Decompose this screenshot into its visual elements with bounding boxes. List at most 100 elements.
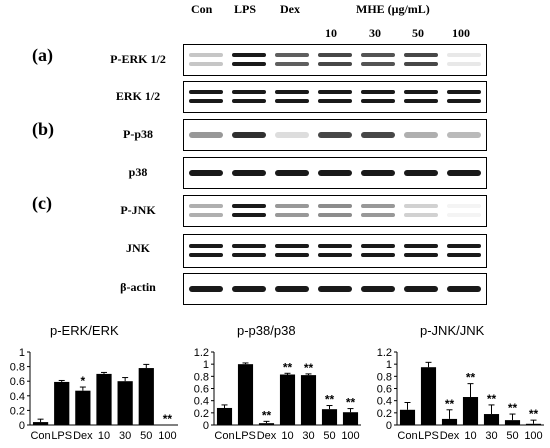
lane-label-lps: LPS [234, 2, 257, 16]
x-tick-label: 10 [98, 430, 110, 442]
conc-label-50: 50 [412, 26, 424, 40]
mhe-group-label: MHE (μg/mL) [356, 2, 430, 16]
y-tick-label: 0 [19, 420, 25, 432]
x-tick-label: 50 [140, 430, 152, 442]
blot-band [361, 244, 395, 248]
x-tick-label: Con [397, 430, 417, 442]
blot-band [189, 204, 223, 208]
x-tick-label: 50 [323, 430, 335, 442]
blot-band [275, 286, 309, 292]
blot-band [232, 213, 266, 217]
blot-band [189, 253, 223, 257]
blot-erk [183, 81, 487, 113]
blot-label-p-p38: P-p38 [123, 127, 153, 141]
blot-band [275, 244, 309, 248]
blot-band [189, 213, 223, 217]
chart-erk: 0 0.2 0.4 0.6 0.8 1 Con LPS * Dex 10 30 50 ** 100 [10, 347, 178, 442]
blot-band [318, 132, 352, 138]
blot-band [232, 132, 266, 138]
blot-band [318, 170, 352, 176]
x-tick-label: 10 [281, 430, 293, 442]
blot-p-p38 [183, 119, 487, 151]
blot-p38 [183, 157, 487, 189]
blot-band [275, 132, 309, 138]
blot-band [361, 170, 395, 176]
y-tick-label: 0.2 [194, 408, 209, 420]
y-tick-label: 1 [203, 359, 209, 371]
blot-band [275, 213, 309, 217]
bar [117, 381, 133, 425]
x-tick-label: 100 [341, 430, 359, 442]
y-tick-label: 0 [386, 420, 392, 432]
blot-band [275, 90, 309, 94]
y-tick-label: 1.2 [194, 347, 209, 359]
conc-label-30: 30 [369, 26, 381, 40]
blot-label-p-jnk: P-JNK [120, 203, 156, 217]
blot-band [189, 99, 223, 103]
blot-band [232, 99, 266, 103]
x-tick-label: 30 [485, 430, 497, 442]
chart-p38: 00.20.40.60.811.2 Con LPS ** Dex ** 10 ** 30 ** 50… [194, 347, 361, 442]
chart-title-p38: p-p38/p38 [237, 323, 296, 338]
blot-label-beta-actin: β-actin [120, 280, 156, 294]
bar [342, 412, 359, 425]
panel-label-c: (c) [32, 193, 52, 213]
significance-marker: ** [325, 393, 335, 407]
blot-band [447, 53, 481, 57]
significance-marker: ** [283, 360, 293, 374]
lane-label-con: Con [191, 2, 213, 16]
blot-band [189, 62, 223, 66]
y-tick-label: 0.4 [194, 396, 209, 408]
blot-band [318, 99, 352, 103]
blot-band [404, 170, 438, 176]
bar [525, 423, 542, 425]
blot-band [404, 253, 438, 257]
bar [75, 390, 91, 425]
x-tick-label: Dex [73, 430, 93, 442]
significance-marker: ** [487, 392, 497, 406]
blot-band [275, 53, 309, 57]
blot-band [404, 244, 438, 248]
significance-marker: ** [466, 371, 476, 385]
x-tick-label: 50 [506, 430, 518, 442]
blot-band [404, 132, 438, 138]
conc-label-10: 10 [325, 26, 337, 40]
y-tick-label: 0.6 [10, 376, 25, 388]
blot-band [447, 132, 481, 138]
blot-band [404, 90, 438, 94]
significance-marker: ** [262, 408, 272, 422]
blot-band [361, 90, 395, 94]
bar [279, 374, 296, 425]
blot-band [447, 213, 481, 217]
significance-marker: ** [304, 361, 314, 375]
blot-label-erk: ERK 1/2 [115, 89, 161, 103]
x-tick-label: 10 [464, 430, 476, 442]
significance-marker: ** [163, 412, 173, 426]
x-tick-label: 30 [119, 430, 131, 442]
blot-band [361, 99, 395, 103]
blot-band [189, 170, 223, 176]
blot-band [447, 253, 481, 257]
blot-jnk [183, 234, 487, 268]
blot-band [189, 286, 223, 292]
blot-band [447, 62, 481, 66]
y-tick-label: 0.8 [194, 371, 209, 383]
blot-band [318, 286, 352, 292]
blot-band [232, 62, 266, 66]
blot-band [189, 53, 223, 57]
blot-band [189, 244, 223, 248]
x-tick-label: 100 [158, 430, 176, 442]
bar [483, 414, 500, 425]
bar [399, 409, 416, 425]
blot-band [318, 53, 352, 57]
blot-band [447, 99, 481, 103]
blot-band [232, 244, 266, 248]
blot-band [275, 204, 309, 208]
blot-label-jnk: JNK [126, 241, 150, 255]
x-tick-label: 100 [524, 430, 542, 442]
chart-title-jnk: p-JNK/JNK [420, 323, 485, 338]
significance-marker: * [81, 374, 86, 388]
bar [420, 367, 437, 425]
blot-band [404, 99, 438, 103]
blot-band [275, 170, 309, 176]
